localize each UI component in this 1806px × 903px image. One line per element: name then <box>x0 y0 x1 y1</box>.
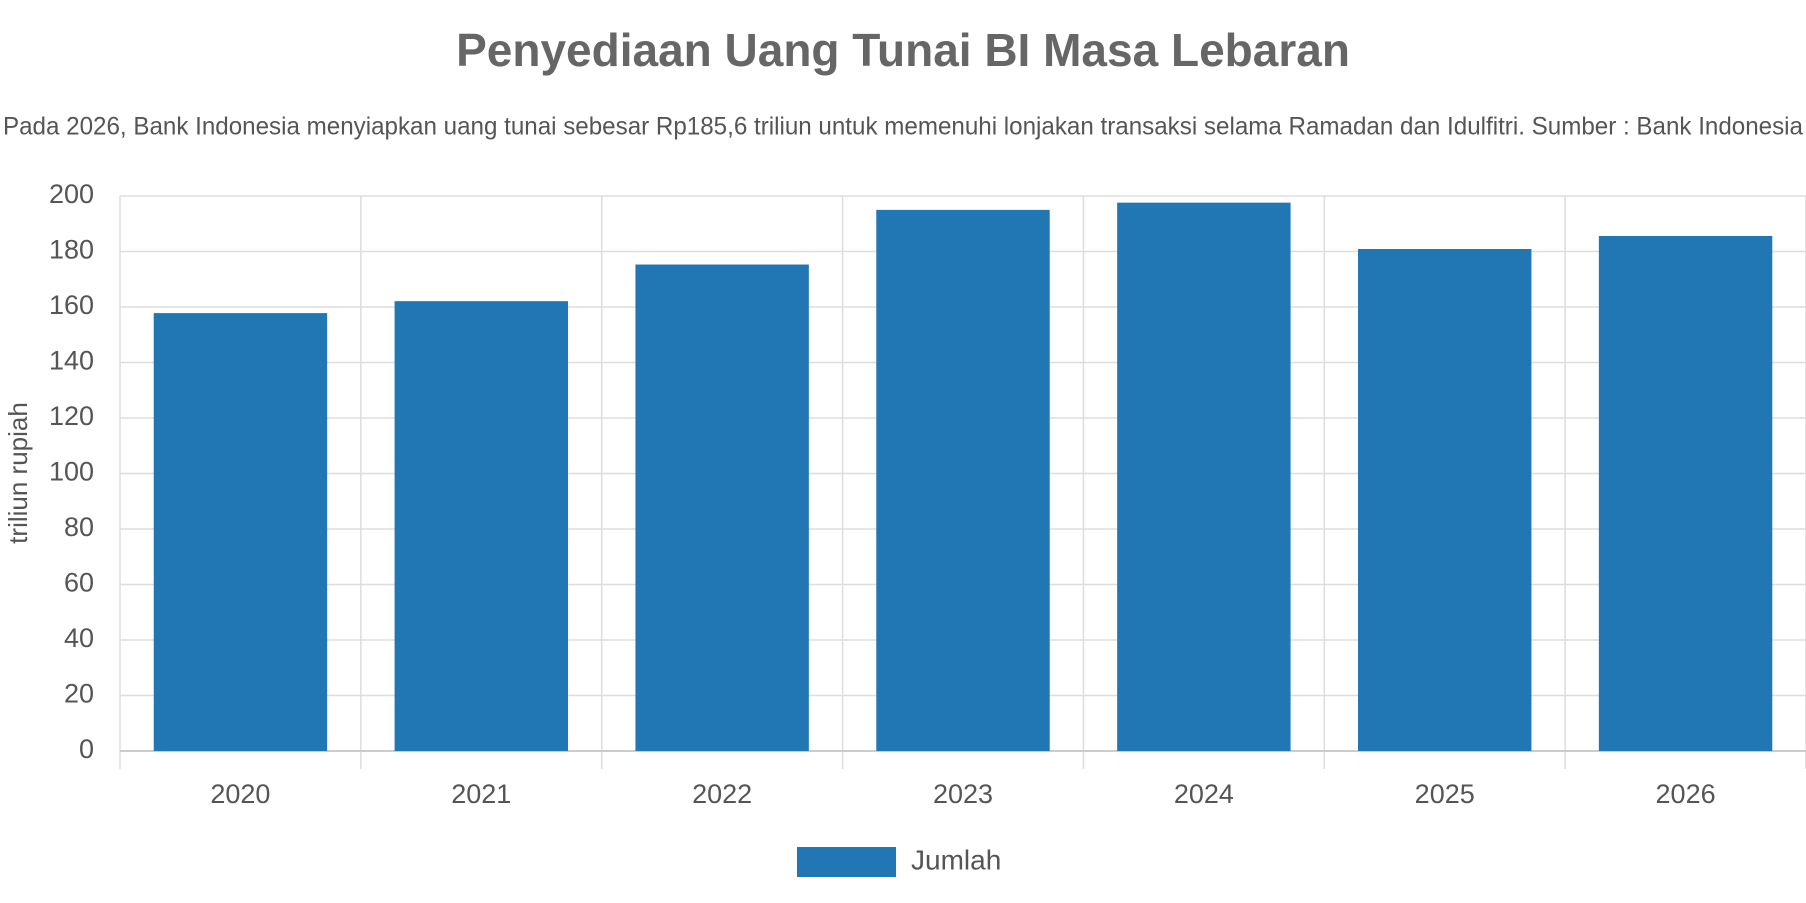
y-tick-label: 40 <box>64 623 94 653</box>
y-tick-label: 200 <box>49 179 94 209</box>
bar <box>153 313 328 751</box>
legend-label: Jumlah <box>911 844 1001 875</box>
legend-swatch <box>797 847 896 877</box>
chart-subtitle: Pada 2026, Bank Indonesia menyiapkan uan… <box>3 113 1803 141</box>
x-tick-label: 2026 <box>1656 779 1716 809</box>
y-tick-label: 140 <box>49 346 94 376</box>
x-tick-label: 2023 <box>933 779 993 809</box>
y-tick-label: 180 <box>49 235 94 265</box>
y-tick-label: 60 <box>64 568 94 598</box>
y-tick-label: 100 <box>49 457 94 487</box>
x-tick-label: 2020 <box>210 779 270 809</box>
x-tick-label: 2025 <box>1415 779 1475 809</box>
y-tick-label: 120 <box>49 401 94 431</box>
bar <box>876 209 1050 751</box>
y-tick-label: 0 <box>79 734 94 764</box>
bar <box>1598 235 1773 751</box>
x-tick-label: 2021 <box>451 779 511 809</box>
chart-title: Penyediaan Uang Tunai BI Masa Lebaran <box>456 24 1350 76</box>
bar <box>1358 249 1532 751</box>
bar <box>394 301 568 751</box>
y-tick-label: 20 <box>64 679 94 709</box>
bar <box>1117 202 1291 751</box>
y-tick-label: 80 <box>64 512 94 542</box>
y-tick-label: 160 <box>49 290 94 320</box>
bar <box>635 264 809 751</box>
x-tick-label: 2024 <box>1174 779 1234 809</box>
y-axis-label: triliun rupiah <box>3 402 33 544</box>
x-tick-label: 2022 <box>692 779 752 809</box>
